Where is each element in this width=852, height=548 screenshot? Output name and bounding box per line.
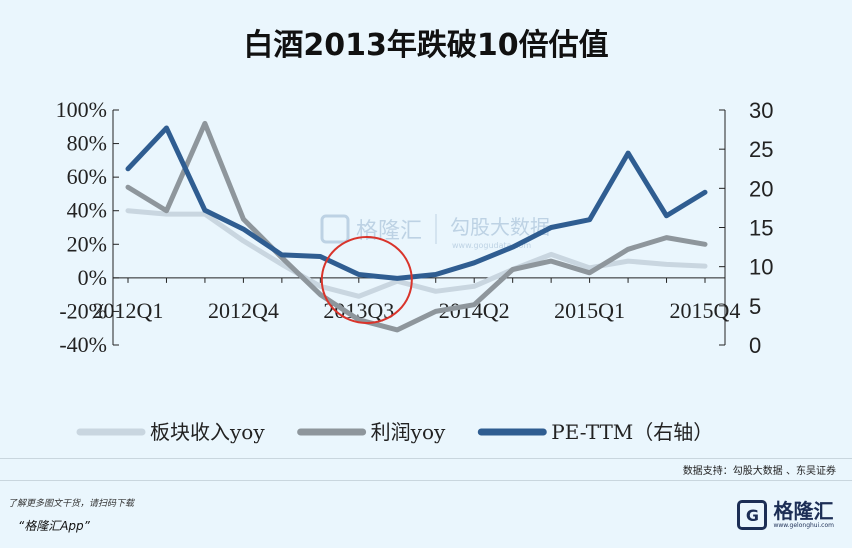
y-left-tick-label: 60% [67, 164, 107, 189]
x-tick-label: 2015Q1 [554, 298, 625, 323]
x-tick-label: 2015Q4 [670, 298, 741, 323]
y-left-tick-label: 0% [78, 265, 107, 290]
y-left-tick-label: 80% [67, 131, 107, 156]
y-left-tick-label: 100% [56, 97, 107, 122]
y-right-tick-label: 10 [749, 255, 773, 280]
source-text: 数据支持：勾股大数据 、东吴证券 [682, 466, 836, 477]
logo-icon: G [737, 500, 768, 530]
y-right-tick-label: 15 [749, 216, 773, 241]
y-right-tick-label: 0 [749, 333, 761, 358]
download-note: 了解更多图文干货，请扫码下载 [8, 499, 135, 509]
y-left-tick-label: -40% [59, 332, 107, 357]
y-right-tick-label: 30 [749, 98, 773, 123]
x-tick-label: 2012Q1 [93, 298, 164, 323]
watermark-brand: 格隆汇 [356, 219, 422, 244]
y-right-tick-label: 25 [749, 137, 773, 162]
legend-label: PE-TTM（右轴） [551, 420, 713, 444]
app-name: “格隆汇App” [18, 519, 90, 533]
y-left-tick-label: 20% [67, 231, 107, 256]
watermark-logo-icon [320, 214, 350, 244]
divider-top [0, 458, 852, 459]
y-left-tick-label: 40% [67, 198, 107, 223]
brand-name: 格隆汇 [773, 499, 834, 523]
divider-bottom [0, 480, 852, 481]
series-line-3 [125, 125, 708, 281]
x-tick-label: 2012Q4 [208, 298, 279, 323]
brand-logo: G 格隆汇 www.gelonghui.com [737, 500, 834, 530]
legend-label: 板块收入yoy [150, 420, 265, 444]
highlight-circle [320, 236, 413, 324]
legend-label: 利润yoy [371, 420, 446, 444]
series-line-2 [125, 120, 708, 333]
chart-title: 白酒2013年跌破10倍估值 [243, 28, 609, 63]
y-right-tick-label: 5 [749, 294, 761, 319]
series-line-1 [125, 208, 708, 299]
brand-url: www.gelonghui.com [773, 522, 834, 529]
watermark-url: www.gogudata.com [452, 241, 531, 250]
y-left-tick-label: -20% [59, 298, 107, 323]
y-right-tick-label: 20 [749, 176, 773, 201]
line-chart: 格隆汇 勾股大数据www.gogudata.com100%80%60%40%20%… [56, 97, 774, 444]
